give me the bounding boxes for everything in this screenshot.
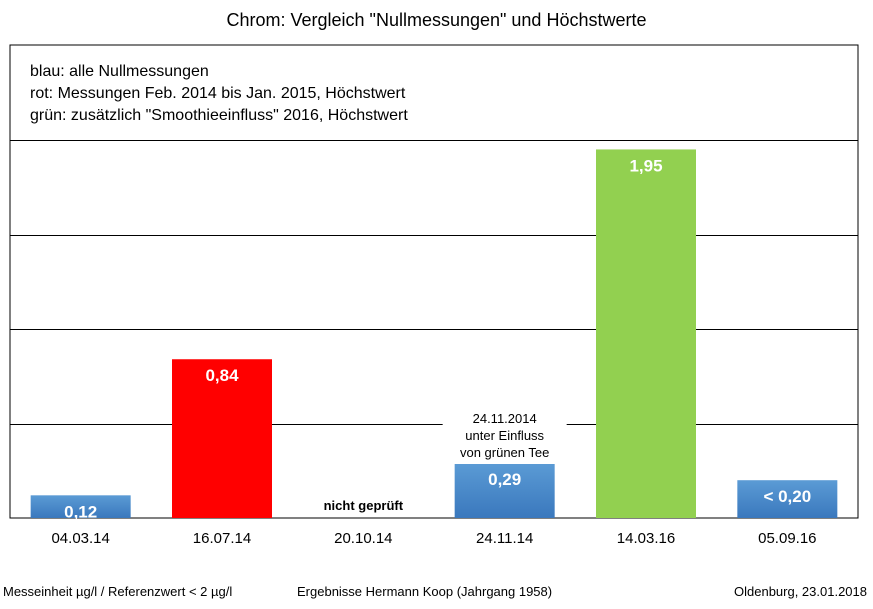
value-label-24.11.14: 0,29	[488, 470, 521, 489]
x-tick-label: 05.09.16	[758, 530, 816, 547]
gridlines	[10, 140, 858, 425]
value-label-20.10.14: nicht geprüft	[324, 498, 404, 513]
footer-place-date: Oldenburg, 23.01.2018	[734, 584, 867, 599]
bar-16.07.14	[172, 359, 272, 518]
x-tick-label: 16.07.14	[193, 530, 251, 547]
x-tick-label: 04.03.14	[51, 530, 109, 547]
value-label-14.03.16: 1,95	[629, 156, 662, 175]
plot-frame	[9, 44, 859, 519]
bar-04.03.14	[30, 495, 131, 518]
bars	[30, 149, 838, 518]
annotation: 24.11.2014 unter Einfluss von grünen Tee	[442, 408, 567, 464]
footer-unit: Messeinheit µg/l / Referenzwert < 2 µg/l	[3, 584, 233, 599]
annotation-line: unter Einfluss	[465, 428, 544, 443]
bar-24.11.14	[454, 463, 555, 518]
value-label-16.07.14: 0,84	[205, 366, 239, 385]
bar-05.09.16	[737, 480, 838, 518]
x-tick-label: 20.10.14	[334, 530, 392, 547]
x-tick-label: 14.03.16	[617, 530, 675, 547]
legend-entry-blue: blau: alle Nullmessungen	[30, 63, 209, 80]
footer-author: Ergebnisse Hermann Koop (Jahrgang 1958)	[297, 584, 553, 599]
legend-entry-green: grün: zusätzlich "Smoothieeinfluss" 2016…	[30, 107, 408, 124]
x-tick-label: 24.11.14	[476, 530, 533, 547]
value-label-04.03.14: 0,12	[64, 502, 97, 521]
annotation-line: von grünen Tee	[460, 445, 549, 460]
value-labels: 0,12 0,84 nicht geprüft 0,29 1,95 < 0,20	[64, 156, 811, 521]
value-label-05.09.16: < 0,20	[763, 487, 811, 506]
x-tick-labels: 04.03.14 16.07.14 20.10.14 24.11.14 14.03.16…	[51, 530, 816, 547]
annotation-background	[442, 408, 567, 464]
bar-14.03.16	[596, 149, 696, 518]
chart-title: Chrom: Vergleich "Nullmessungen" und Höc…	[226, 10, 647, 30]
annotation-line: 24.11.2014	[473, 411, 537, 426]
legend-entry-red: rot: Messungen Feb. 2014 bis Jan. 2015, …	[30, 85, 406, 102]
